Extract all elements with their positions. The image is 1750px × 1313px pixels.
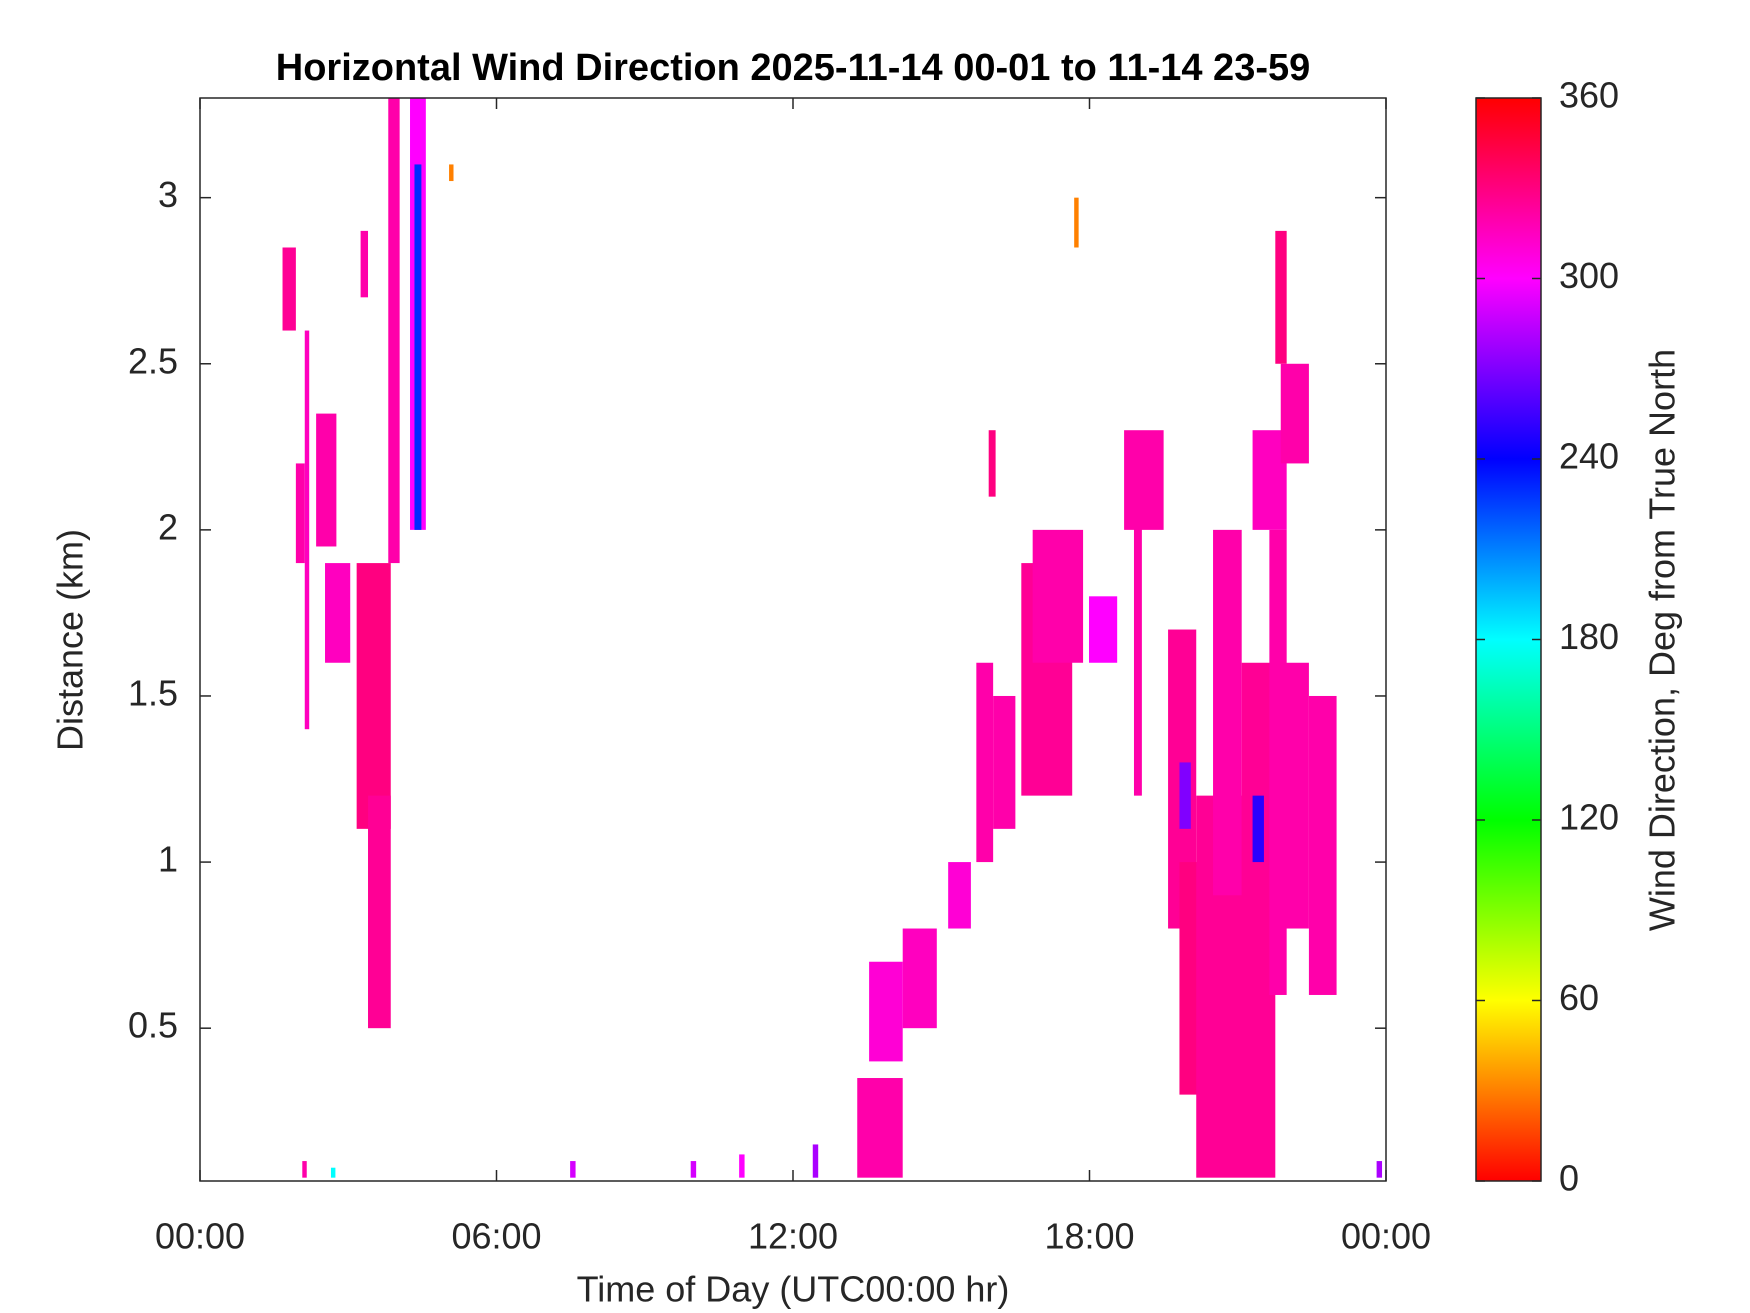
colorbar-tick-label: 240: [1559, 436, 1619, 477]
heat-cell: [690, 1161, 697, 1178]
heat-cell: [1089, 596, 1118, 663]
heat-cell: [449, 164, 454, 182]
heat-cell: [1032, 529, 1084, 663]
heat-cell: [1280, 363, 1309, 464]
heat-cell: [388, 98, 400, 564]
x-tick-label: 18:00: [1044, 1216, 1134, 1257]
heat-cell: [1280, 662, 1309, 929]
x-axis-label: Time of Day (UTC00:00 hr): [577, 1269, 1010, 1310]
colorbar-tick-label: 0: [1559, 1158, 1579, 1199]
y-tick-label: 0.5: [128, 1005, 178, 1046]
heat-cell: [304, 330, 310, 730]
heat-cell: [988, 430, 996, 497]
heat-cell: [1252, 795, 1264, 863]
heat-cell: [325, 563, 351, 663]
heat-cell: [1308, 695, 1337, 995]
colorbar-tick-label: 300: [1559, 255, 1619, 296]
x-tick-label: 00:00: [155, 1216, 245, 1257]
colorbar-label: Wind Direction, Deg from True North: [1642, 349, 1683, 931]
heat-cell: [1179, 762, 1191, 829]
heat-cell: [812, 1144, 819, 1178]
heat-cell: [302, 1161, 307, 1178]
heat-cell: [902, 928, 937, 1029]
heat-cell: [1213, 529, 1242, 896]
heat-cell: [1376, 1161, 1383, 1178]
heat-cell: [414, 164, 422, 530]
y-tick-label: 1: [158, 839, 178, 880]
x-tick-label: 06:00: [451, 1216, 541, 1257]
heat-cell: [948, 862, 971, 929]
y-tick-label: 3: [158, 174, 178, 215]
heat-cell: [570, 1161, 576, 1178]
heat-cell: [282, 247, 296, 331]
heat-cell: [1275, 230, 1287, 364]
heat-cell: [739, 1154, 745, 1178]
heat-cell: [857, 1078, 903, 1178]
colorbar-tick-label: 120: [1559, 797, 1619, 838]
y-tick-label: 2: [158, 506, 178, 547]
x-tick-label: 00:00: [1341, 1216, 1431, 1257]
heat-cell: [295, 463, 305, 564]
colorbar-tick-label: 360: [1559, 75, 1619, 116]
heat-cell: [1074, 197, 1079, 248]
colorbar: [1475, 97, 1542, 1182]
colorbar-tick-label: 60: [1559, 977, 1599, 1018]
y-tick-label: 1.5: [128, 672, 178, 713]
heat-cell: [976, 662, 994, 863]
y-tick-label: 2.5: [128, 340, 178, 381]
chart-title: Horizontal Wind Direction 2025-11-14 00-…: [276, 47, 1311, 89]
x-tick-label: 12:00: [748, 1216, 838, 1257]
heat-cell: [1124, 430, 1164, 530]
y-axis-label: Distance (km): [50, 529, 91, 751]
heat-cell: [869, 961, 903, 1062]
heat-cell: [993, 695, 1016, 829]
heat-cell: [356, 563, 391, 829]
heat-cell: [330, 1167, 336, 1178]
heat-cell: [368, 795, 391, 1029]
heat-cell: [316, 413, 337, 547]
heat-cell: [1133, 463, 1142, 796]
colorbar-tick-label: 180: [1559, 616, 1619, 657]
heat-cell: [360, 230, 369, 298]
